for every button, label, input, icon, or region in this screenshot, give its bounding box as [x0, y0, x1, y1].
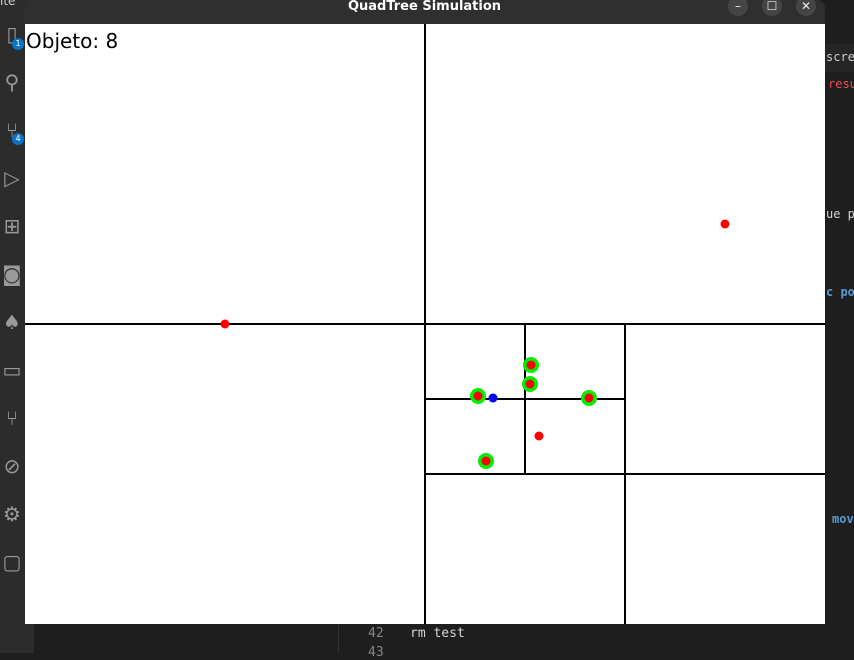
simulation-canvas[interactable]: Objeto: 8	[25, 24, 825, 624]
editor-result-fragment: resul	[828, 77, 854, 91]
editor-tab-fragment: scree	[826, 50, 854, 64]
search-icon[interactable]: ⚲	[4, 70, 20, 94]
source-control-badge: 4	[12, 133, 24, 145]
remote-icon[interactable]: ◙	[2, 262, 22, 286]
editor-code-fragment: mov	[832, 512, 854, 526]
editor-code-fragment: c po	[826, 285, 854, 299]
point	[481, 456, 491, 466]
window-titlebar[interactable]: QuadTree Simulation – ☐ ✕	[24, 0, 825, 24]
point	[584, 393, 594, 403]
run-debug-icon[interactable]: ▷	[4, 166, 20, 190]
point	[526, 360, 536, 370]
terminal-panel	[34, 625, 854, 653]
files-badge: 1	[12, 38, 24, 50]
mongodb-icon[interactable]: ♠	[3, 310, 21, 334]
quadtree-drawing	[25, 24, 825, 624]
close-button[interactable]: ✕	[796, 0, 816, 16]
git-graph-icon[interactable]: ⑂	[6, 406, 18, 430]
quadtree-grid	[25, 24, 825, 624]
terminal-divider	[338, 625, 339, 653]
extensions-icon[interactable]: ⊞	[3, 214, 21, 238]
files-icon[interactable]: ▯	[6, 22, 18, 46]
git-lens-icon[interactable]: ⊘	[3, 454, 21, 478]
editor-panel-right	[825, 24, 854, 653]
editor-code-fragment: ue p	[826, 207, 854, 221]
chat-icon[interactable]: ▢	[2, 550, 22, 574]
window-title-fragment: ite	[0, 0, 16, 8]
folder-icon[interactable]: ▭	[2, 358, 22, 382]
object-count-label: Objeto: 8	[26, 29, 119, 53]
highlighted-points	[470, 357, 597, 469]
point	[220, 319, 230, 329]
plain-points	[220, 219, 730, 441]
point	[720, 219, 730, 229]
query-point	[488, 393, 498, 403]
maximize-button[interactable]: ☐	[762, 0, 782, 16]
point	[534, 431, 544, 441]
point	[473, 391, 483, 401]
point	[525, 379, 535, 389]
code-line: rm test	[410, 626, 465, 641]
settings-sync-icon[interactable]: ⚙	[3, 502, 21, 526]
line-number: 42	[368, 626, 384, 641]
minimize-button[interactable]: –	[728, 0, 748, 16]
window-title: QuadTree Simulation	[347, 0, 502, 14]
editor-tab-strip	[825, 44, 854, 72]
